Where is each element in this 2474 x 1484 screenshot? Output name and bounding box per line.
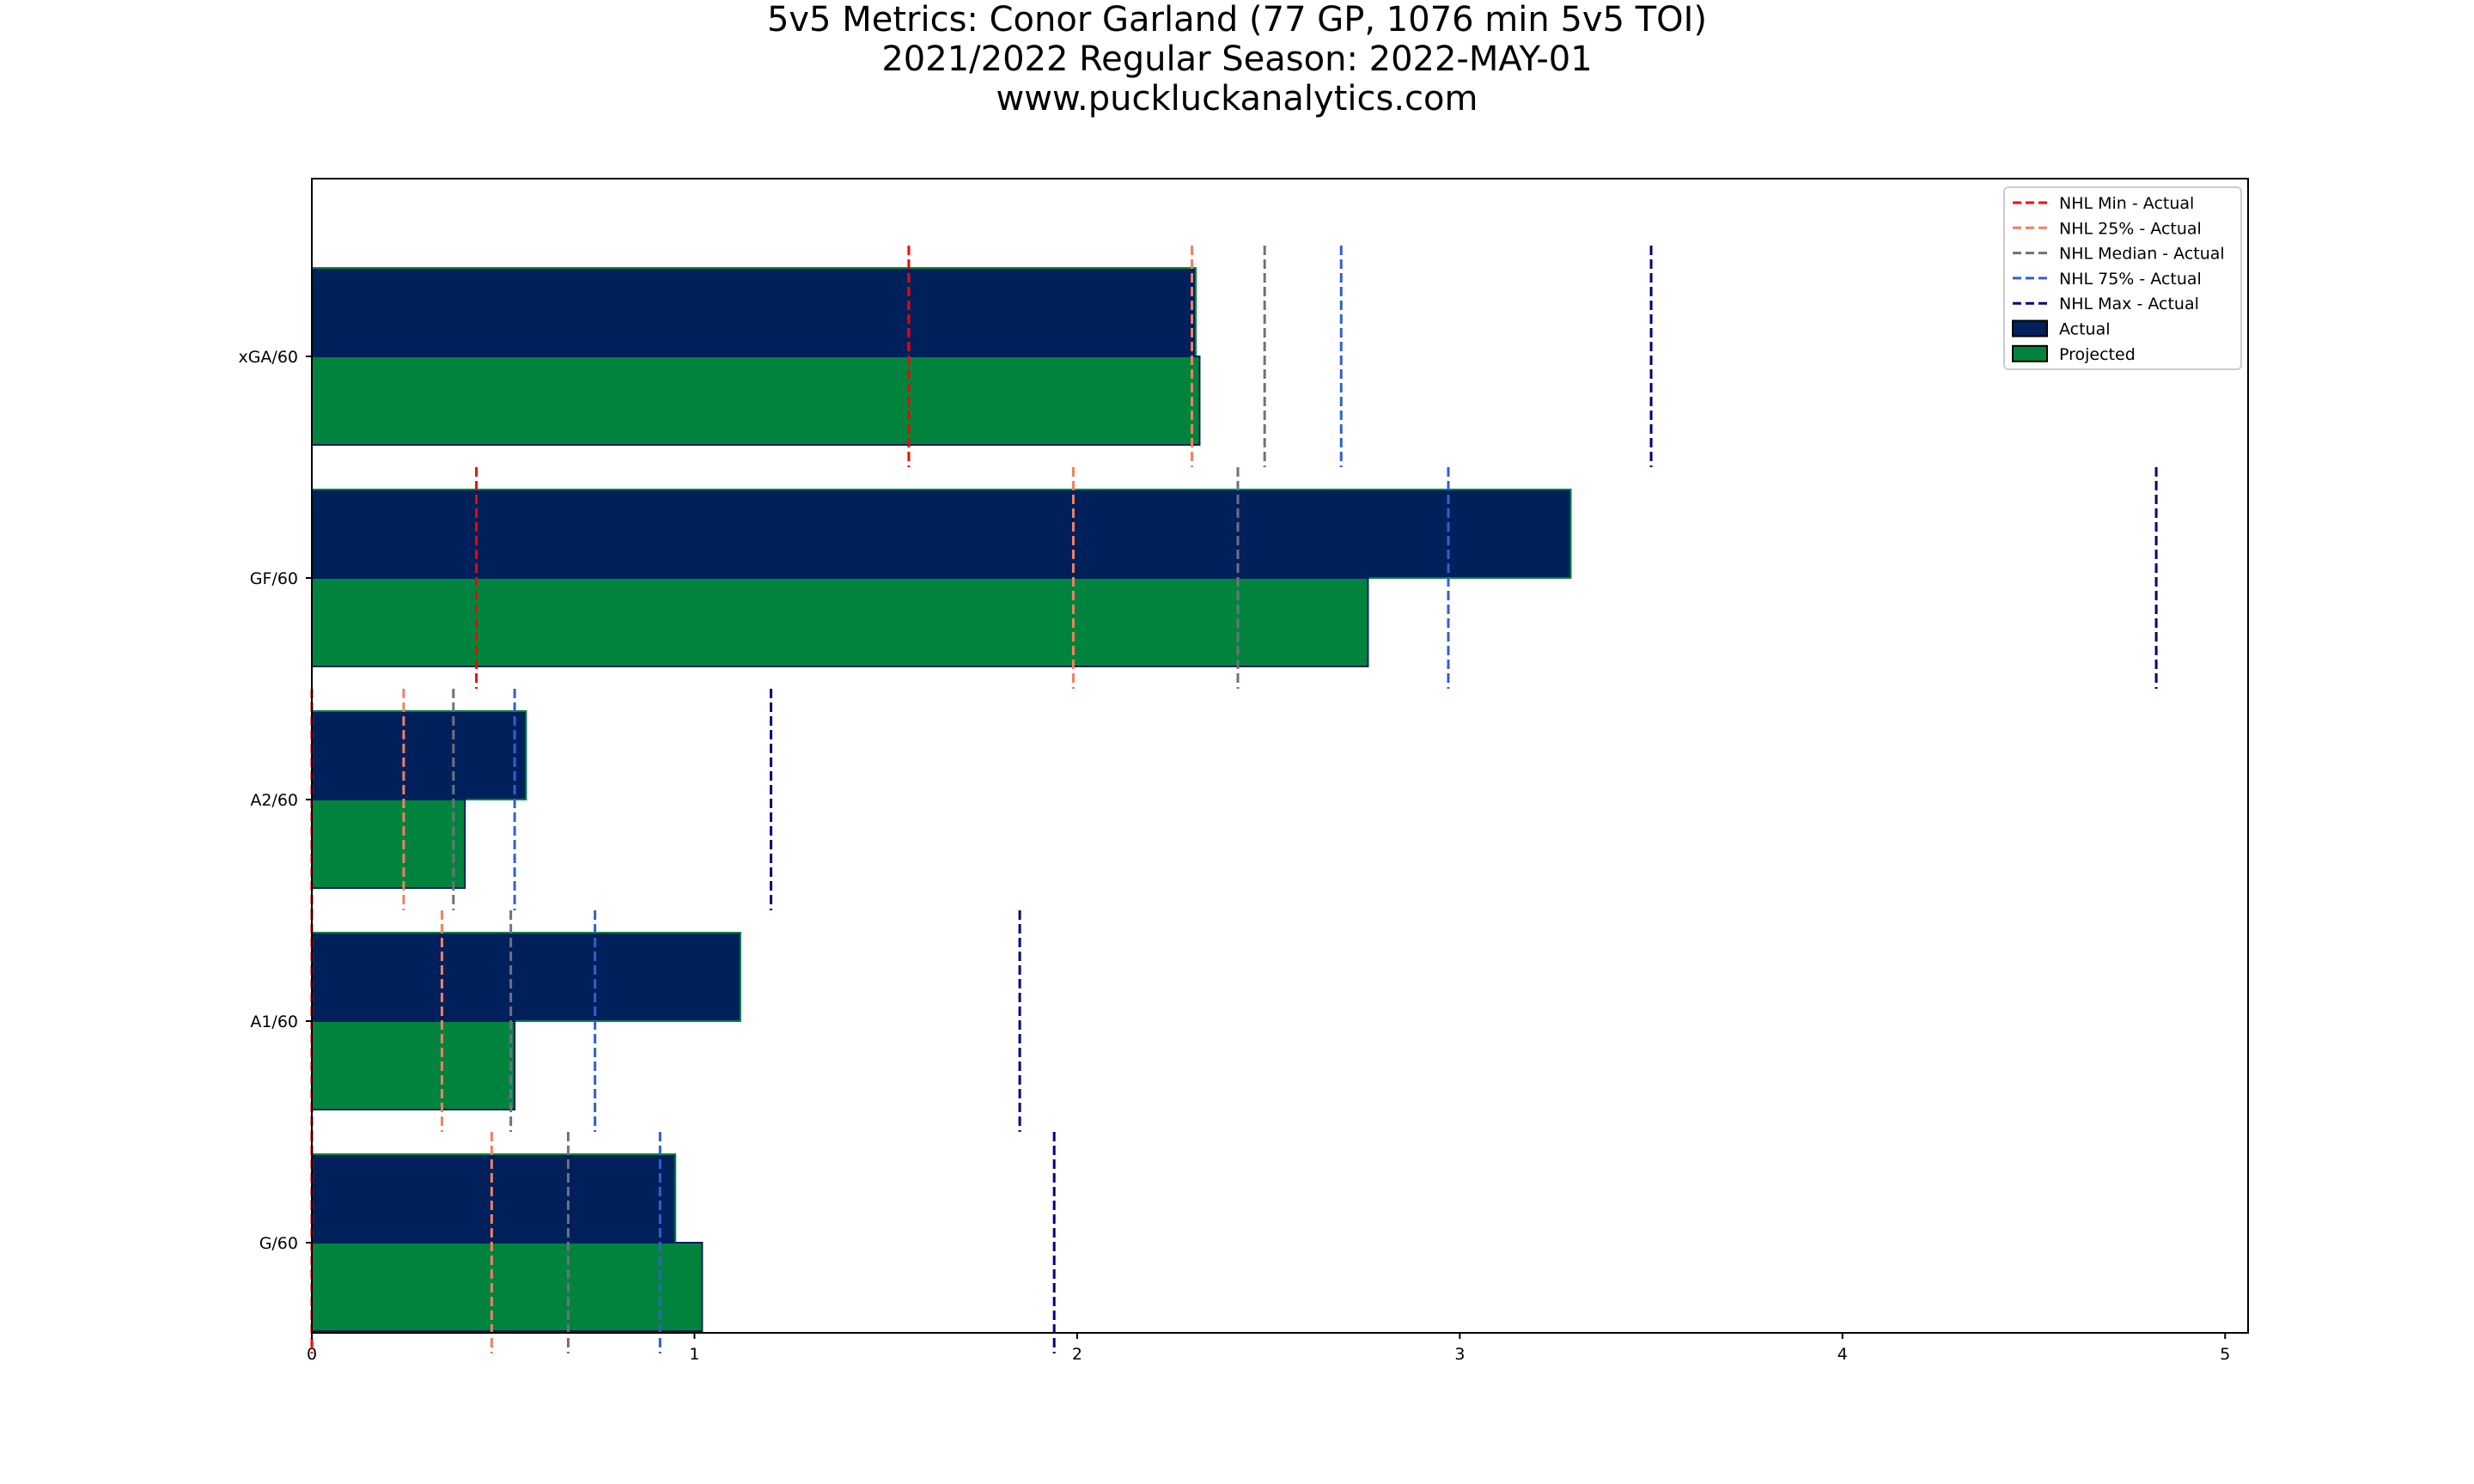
legend-label: Actual [2059,320,2111,339]
legend-label: NHL Max - Actual [2059,295,2199,313]
y-tick-label: GF/60 [250,569,298,588]
legend-swatch [2012,319,2048,338]
legend-swatch [2012,344,2048,362]
chart-title: 5v5 Metrics: Conor Garland (77 GP, 1076 … [767,0,1707,119]
bar-actual-gf-60 [311,489,1572,579]
x-tick-label: 3 [1454,1345,1465,1364]
title-line-3: www.puckluckanalytics.com [996,79,1478,119]
y-tick-label: xGA/60 [238,348,298,367]
legend-label: NHL Min - Actual [2059,194,2194,213]
x-axis: 0 1 2 3 4 5 [307,1333,2230,1364]
bar-projected-a1-60 [311,1020,516,1110]
x-tick-label: 5 [2220,1345,2230,1364]
bars [311,267,1572,1332]
y-tick-label: A2/60 [250,791,298,810]
reference-lines [310,246,2158,1353]
bar-projected-gf-60 [311,577,1369,667]
y-axis: xGA/60 GF/60 A2/60 A1/60 G/60 [238,348,312,1253]
x-tick-label: 4 [1837,1345,1848,1364]
bar-actual-xga-60 [311,267,1197,357]
bar-actual-g-60 [311,1153,677,1244]
title-line-1: 5v5 Metrics: Conor Garland (77 GP, 1076 … [767,0,1707,40]
legend-label: NHL 75% - Actual [2059,270,2202,289]
bar-projected-a2-60 [311,799,466,889]
legend-label: NHL 25% - Actual [2059,219,2202,238]
bar-projected-g-60 [311,1242,704,1332]
x-tick-label: 2 [1072,1345,1082,1364]
legend-box [2003,186,2242,370]
y-tick-label: A1/60 [250,1013,298,1031]
bar-actual-a1-60 [311,932,741,1022]
bar-actual-a2-60 [311,710,527,800]
plot-frame [311,178,2249,1334]
title-line-2: 2021/2022 Regular Season: 2022-MAY-01 [881,40,1592,79]
legend: NHL Min - Actual NHL 25% - Actual NHL Medi… [2003,186,2242,370]
bar-projected-xga-60 [311,356,1201,446]
x-tick-label: 0 [307,1345,317,1364]
x-tick-label: 1 [689,1345,699,1364]
legend-label: Projected [2059,345,2136,364]
legend-label: NHL Median - Actual [2059,245,2225,264]
y-tick-label: G/60 [259,1234,298,1253]
